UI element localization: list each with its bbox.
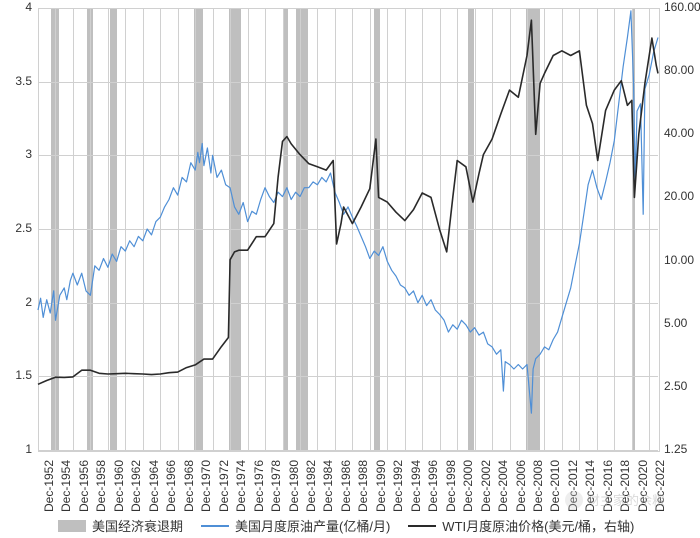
legend-item: 美国经济衰退期 (58, 516, 183, 535)
line-series (38, 20, 658, 384)
line-series (38, 11, 658, 413)
legend-label: WTI月度原油价格(美元/桶，右轴) (442, 516, 634, 535)
watermark-text: 财主家的余粮 (587, 490, 665, 509)
legend-swatch-rect (58, 520, 86, 532)
watermark: 财主家的余粮 (565, 490, 665, 509)
legend-label: 美国月度原油产量(亿桶/月) (235, 516, 390, 535)
series-layer (0, 0, 700, 538)
legend-item: 美国月度原油产量(亿桶/月) (201, 516, 390, 535)
watermark-icon (565, 491, 583, 509)
legend-label: 美国经济衰退期 (92, 516, 183, 535)
legend-swatch-line (408, 525, 436, 527)
legend: 美国经济衰退期 美国月度原油产量(亿桶/月) WTI月度原油价格(美元/桶，右轴) (58, 516, 634, 535)
legend-item: WTI月度原油价格(美元/桶，右轴) (408, 516, 634, 535)
legend-swatch-line (201, 525, 229, 527)
